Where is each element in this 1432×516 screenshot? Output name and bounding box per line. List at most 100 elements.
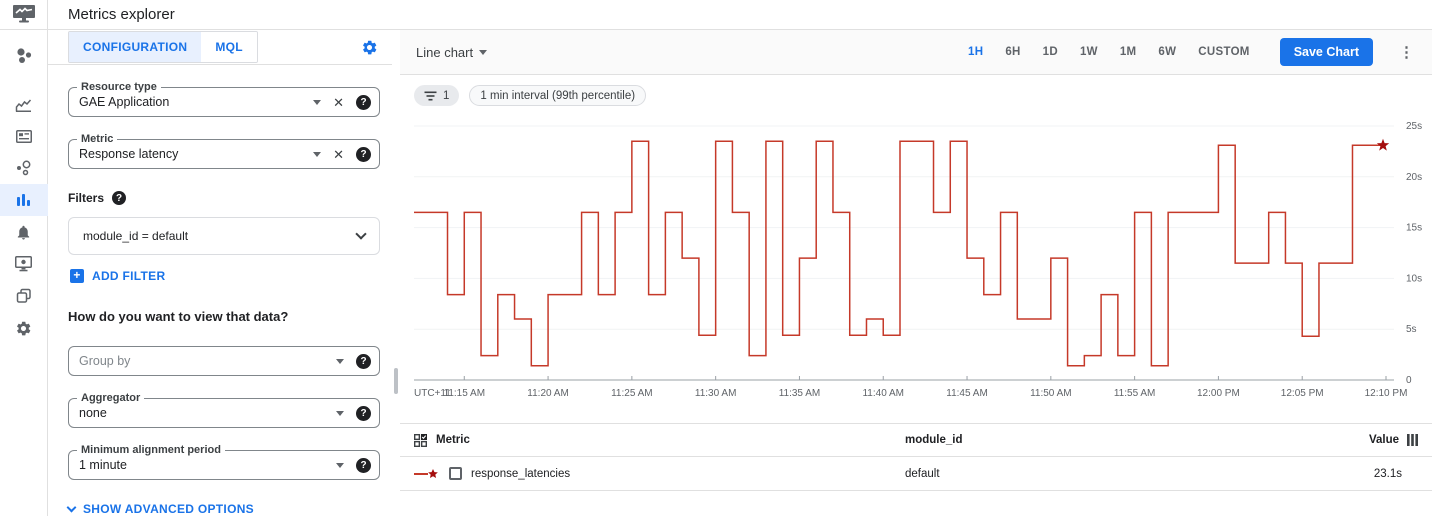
group-by-placeholder: Group by: [79, 354, 131, 368]
interval-chip-label: 1 min interval (99th percentile): [480, 89, 636, 102]
tab-configuration[interactable]: CONFIGURATION: [69, 32, 202, 62]
svg-text:11:45 AM: 11:45 AM: [946, 388, 988, 399]
help-icon[interactable]: ?: [112, 191, 127, 205]
range-1d[interactable]: 1D: [1042, 46, 1058, 58]
svg-text:11:20 AM: 11:20 AM: [527, 388, 569, 399]
resource-type-field[interactable]: Resource type GAE Application ✕ ?: [68, 81, 380, 117]
nav-integrations[interactable]: [0, 152, 48, 184]
advanced-options-label: SHOW ADVANCED OPTIONS: [83, 502, 254, 516]
aggregator-field[interactable]: Aggregator none ?: [68, 392, 380, 428]
min-alignment-period-field[interactable]: Minimum alignment period 1 minute ?: [68, 444, 380, 480]
clear-icon[interactable]: ✕: [333, 146, 344, 162]
dropdown-arrow-icon: [479, 49, 488, 55]
svg-text:11:25 AM: 11:25 AM: [611, 388, 653, 399]
config-tab-group: CONFIGURATION MQL: [68, 31, 258, 63]
nav-uptime-checks[interactable]: [0, 248, 48, 280]
chart-settings-gear-icon[interactable]: [361, 39, 378, 56]
settings-gear-icon: [17, 321, 31, 335]
svg-text:0: 0: [1406, 375, 1412, 386]
svg-text:5s: 5s: [1406, 324, 1417, 335]
filter-count-chip[interactable]: 1: [414, 85, 460, 106]
svg-text:11:30 AM: 11:30 AM: [695, 388, 737, 399]
resource-type-label: Resource type: [77, 81, 161, 93]
series-legend-icon: [414, 468, 438, 478]
help-icon[interactable]: ?: [356, 353, 371, 369]
svg-text:25s: 25s: [1406, 121, 1422, 132]
nav-settings[interactable]: [0, 312, 48, 344]
dropdown-arrow-icon[interactable]: [313, 151, 322, 157]
svg-text:15s: 15s: [1406, 223, 1422, 234]
metrics-explorer-icon: [17, 193, 30, 206]
min-alignment-label: Minimum alignment period: [77, 444, 225, 456]
page-title: Metrics explorer: [68, 6, 175, 23]
resource-type-value: GAE Application: [79, 95, 170, 109]
svg-text:11:55 AM: 11:55 AM: [1114, 388, 1156, 399]
dropdown-arrow-icon[interactable]: [336, 358, 344, 364]
header-metric: Metric: [436, 434, 470, 446]
more-options-kebab-icon[interactable]: ⋮: [1399, 44, 1414, 61]
metric-label: Metric: [77, 133, 118, 145]
filter-chip-row[interactable]: module_id = default: [68, 217, 380, 255]
svg-text:20s: 20s: [1406, 172, 1422, 183]
uptime-checks-icon: [15, 256, 32, 272]
svg-text:11:50 AM: 11:50 AM: [1030, 388, 1072, 399]
help-icon[interactable]: ?: [356, 146, 371, 162]
cell-module-id: default: [905, 467, 940, 480]
configuration-panel: CONFIGURATION MQL Resource type GAE Appl…: [48, 30, 392, 516]
svg-text:12:05 PM: 12:05 PM: [1281, 388, 1324, 399]
help-icon[interactable]: ?: [356, 94, 371, 110]
view-data-heading: How do you want to view that data?: [68, 309, 289, 324]
add-filter-button[interactable]: + ADD FILTER: [70, 269, 380, 283]
column-settings-icon[interactable]: [1407, 434, 1418, 446]
scrollbar-thumb[interactable]: [394, 368, 398, 394]
aggregator-value: none: [79, 406, 107, 420]
save-chart-button[interactable]: Save Chart: [1279, 38, 1373, 66]
clear-icon[interactable]: ✕: [333, 94, 344, 110]
filters-label: Filters: [68, 191, 105, 205]
nav-monitoring-overview[interactable]: [0, 40, 48, 72]
dropdown-arrow-icon[interactable]: [336, 462, 344, 468]
alerting-bell-icon: [17, 225, 30, 240]
help-icon[interactable]: ?: [356, 405, 371, 421]
range-1w[interactable]: 1W: [1079, 46, 1098, 58]
nav-services[interactable]: [0, 120, 48, 152]
header-module-id: module_id: [905, 434, 963, 446]
nav-dashboards[interactable]: [0, 88, 48, 120]
nav-groups[interactable]: [0, 280, 48, 312]
range-6w[interactable]: 6W: [1158, 46, 1177, 58]
tab-mql[interactable]: MQL: [201, 32, 257, 62]
chart-type-dropdown[interactable]: Line chart: [416, 44, 488, 60]
dropdown-arrow-icon[interactable]: [336, 410, 344, 416]
services-card-icon: [15, 129, 32, 143]
monitoring-logo[interactable]: [0, 0, 48, 29]
svg-text:UTC+11: UTC+11: [414, 388, 451, 399]
range-1m[interactable]: 1M: [1119, 46, 1137, 58]
group-by-field[interactable]: Group by ?: [68, 346, 380, 376]
table-header-row: Metric module_id Value: [400, 423, 1432, 457]
metric-field[interactable]: Metric Response latency ✕ ?: [68, 133, 380, 169]
svg-text:12:00 PM: 12:00 PM: [1197, 388, 1240, 399]
show-advanced-options-toggle[interactable]: SHOW ADVANCED OPTIONS: [66, 502, 380, 516]
range-custom[interactable]: CUSTOM: [1198, 46, 1250, 58]
nav-alerting[interactable]: [0, 216, 48, 248]
filter-count-label: 1: [443, 89, 450, 102]
min-alignment-value: 1 minute: [79, 458, 127, 472]
groups-icon: [16, 288, 31, 303]
dropdown-arrow-icon[interactable]: [313, 99, 322, 105]
chart-type-label: Line chart: [416, 44, 474, 60]
select-all-grid-icon[interactable]: [414, 433, 427, 447]
interval-chip[interactable]: 1 min interval (99th percentile): [469, 85, 647, 106]
svg-text:11:40 AM: 11:40 AM: [862, 388, 904, 399]
svg-text:12:10 PM: 12:10 PM: [1365, 388, 1408, 399]
dashboards-icon: [15, 99, 32, 112]
nav-metrics-explorer[interactable]: [0, 184, 48, 216]
help-icon[interactable]: ?: [356, 457, 371, 473]
chart-panel: Line chart 1H 6H 1D 1W 1M 6W CUSTOM Save…: [400, 30, 1432, 516]
range-6h[interactable]: 6H: [1005, 46, 1021, 58]
range-1h[interactable]: 1H: [968, 46, 984, 58]
integrations-icon: [17, 160, 31, 176]
row-checkbox[interactable]: [449, 467, 462, 480]
cell-value: 23.1s: [1373, 467, 1402, 480]
filter-list-icon: [424, 91, 437, 100]
table-row[interactable]: response_latencies default 23.1s: [400, 457, 1432, 491]
